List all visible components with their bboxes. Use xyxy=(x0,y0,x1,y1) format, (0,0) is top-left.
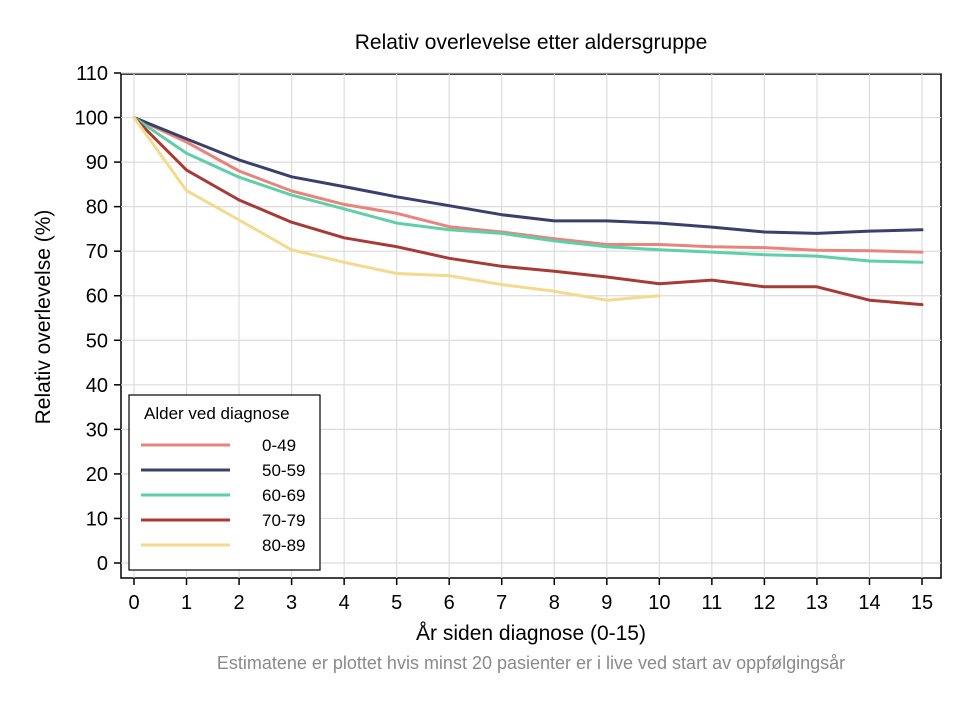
legend-label: 0-49 xyxy=(262,436,296,455)
series-lines xyxy=(132,116,924,307)
x-tick-label: 11 xyxy=(701,592,722,614)
legend-label: 80-89 xyxy=(262,536,305,555)
y-tick-label: 70 xyxy=(86,241,108,263)
legend-label: 70-79 xyxy=(262,511,305,530)
x-tick-label: 13 xyxy=(806,592,828,614)
y-tick-label: 10 xyxy=(86,508,108,530)
y-axis-label: Relativ overlevelse (%) xyxy=(32,210,55,425)
legend-box xyxy=(128,394,321,571)
legend-label: 60-69 xyxy=(262,486,305,505)
legend-label: 50-59 xyxy=(262,461,305,480)
x-tick-label: 1 xyxy=(181,592,192,614)
axes: 0 1 2 3 4 5 6 7 8 9 10 11 12 13 14 15010203040506070809… xyxy=(75,63,934,614)
y-tick-label: 20 xyxy=(86,464,108,486)
x-tick-label: 15 xyxy=(911,592,933,614)
series-line-50-59 xyxy=(132,116,924,235)
x-tick-label: 6 xyxy=(444,592,455,614)
x-tick-label: 12 xyxy=(753,592,775,614)
x-tick-label: 3 xyxy=(286,592,297,614)
y-tick-label: 100 xyxy=(75,108,108,130)
series-line-80-89 xyxy=(132,116,661,302)
y-tick-label: 40 xyxy=(86,375,108,397)
x-axis-label: År siden diagnose (0-15) xyxy=(416,622,646,645)
x-tick-label: 2 xyxy=(234,592,245,614)
x-tick-label: 8 xyxy=(549,592,560,614)
y-tick-label: 50 xyxy=(86,330,108,352)
x-tick-label: 10 xyxy=(648,592,670,614)
series-line-0-49 xyxy=(132,116,924,254)
legend-title: Alder ved diagnose xyxy=(144,404,290,423)
y-tick-label: 0 xyxy=(97,553,108,575)
legend: Alder ved diagnose 0-49 50-59 60-69 70-79 80… xyxy=(128,394,321,571)
series-line-70-79 xyxy=(132,116,924,307)
x-tick-label: 9 xyxy=(601,592,612,614)
x-tick-label: 4 xyxy=(339,592,350,614)
x-tick-label: 7 xyxy=(496,592,507,614)
x-tick-label: 0 xyxy=(128,592,139,614)
x-tick-label: 14 xyxy=(858,592,880,614)
y-tick-label: 80 xyxy=(86,197,108,219)
y-tick-label: 110 xyxy=(76,63,108,85)
chart-title: Relativ overlevelse etter aldersgruppe xyxy=(355,31,708,54)
x-tick-label: 5 xyxy=(391,592,402,614)
y-tick-label: 30 xyxy=(86,419,108,441)
y-tick-label: 60 xyxy=(86,286,108,308)
footnote: Estimatene er plottet hvis minst 20 pasi… xyxy=(217,653,845,673)
series-line-60-69 xyxy=(132,116,924,264)
y-tick-label: 90 xyxy=(86,152,108,174)
